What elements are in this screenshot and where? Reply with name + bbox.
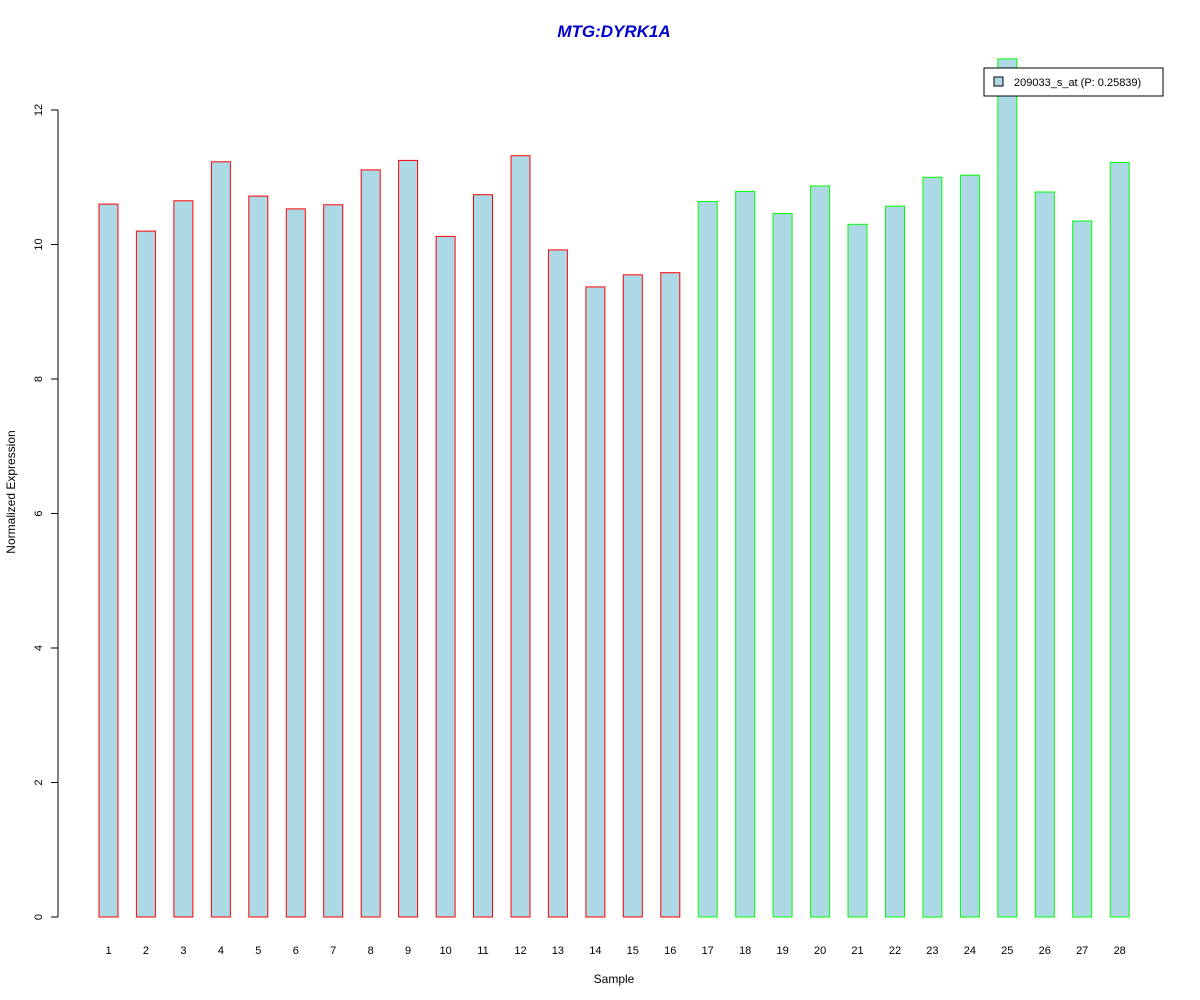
x-tick-label: 13: [552, 945, 564, 957]
bar-sample-5: [248, 195, 269, 918]
bar-sample-11: [473, 194, 493, 918]
y-tick-label: 10: [33, 238, 45, 250]
bar-sample-9: [398, 159, 419, 918]
x-tick-label: 14: [589, 945, 601, 957]
legend-box: [983, 67, 1164, 97]
x-axis-label: Sample: [594, 972, 635, 986]
x-tick-label: 1: [105, 945, 111, 957]
bar-sample-27: [1072, 220, 1093, 918]
bar-sample-4: [210, 161, 231, 918]
x-tick-label: 16: [664, 945, 676, 957]
bar-sample-2: [135, 230, 156, 918]
x-tick-label: 15: [627, 945, 639, 957]
bar-sample-20: [810, 185, 831, 918]
x-tick-label: 28: [1114, 945, 1126, 957]
bar-sample-8: [360, 169, 381, 918]
bar-sample-12: [510, 155, 531, 918]
bar-sample-26: [1034, 191, 1055, 918]
bar-sample-3: [173, 200, 194, 918]
legend: 209033_s_at (P: 0.25839): [983, 67, 1164, 97]
x-tick-label: 19: [776, 945, 788, 957]
bar-sample-10: [435, 235, 456, 918]
bar-sample-1: [98, 203, 119, 918]
x-tick-label: 3: [180, 945, 186, 957]
bar-sample-25: [997, 58, 1018, 918]
x-tick-label: 18: [739, 945, 751, 957]
x-tick-label: 11: [477, 945, 488, 957]
bar-sample-16: [660, 272, 681, 918]
bar-sample-21: [847, 223, 868, 918]
bar-sample-7: [323, 204, 344, 918]
bar-sample-28: [1109, 162, 1130, 918]
x-tick-label: 4: [218, 945, 224, 957]
bar-sample-18: [735, 190, 756, 918]
x-tick-label: 17: [702, 945, 714, 957]
x-tick-label: 9: [405, 945, 411, 957]
x-tick-label: 22: [889, 945, 901, 957]
y-tick-label: 6: [33, 510, 45, 516]
x-tick-label: 27: [1076, 945, 1088, 957]
y-tick-label: 2: [33, 779, 45, 785]
x-tick-label: 2: [143, 945, 149, 957]
y-tick-label: 12: [33, 104, 45, 116]
x-tick-label: 24: [964, 945, 976, 957]
legend-entry: 209033_s_at (P: 0.25839): [1014, 77, 1141, 89]
x-tick-label: 10: [439, 945, 451, 957]
chart-title: MTG:DYRK1A: [557, 22, 670, 41]
bar-sample-6: [285, 208, 306, 918]
y-tick-label: 0: [33, 914, 45, 920]
y-tick-label: 4: [33, 645, 45, 651]
x-tick-label: 12: [514, 945, 526, 957]
y-axis-label: Normalized Expression: [4, 430, 18, 553]
x-tick-label: 7: [330, 945, 336, 957]
bar-sample-14: [585, 286, 606, 918]
bar-sample-19: [772, 213, 793, 918]
y-tick-label: 8: [33, 376, 45, 382]
bar-sample-24: [959, 174, 980, 918]
x-tick-label: 26: [1039, 945, 1051, 957]
bar-sample-17: [697, 201, 718, 918]
x-tick-label: 8: [368, 945, 374, 957]
bar-sample-15: [622, 274, 643, 918]
bar-sample-23: [922, 176, 943, 918]
x-tick-label: 25: [1001, 945, 1013, 957]
x-tick-label: 6: [293, 945, 299, 957]
bars: [98, 58, 1130, 918]
x-tick-label: 21: [851, 945, 863, 957]
x-tick-labels: 1 2 3 4 5 6 7 8 9 10 11 12 13 14 15 16 17 18 19 20 21 22 23 24 2…: [105, 945, 1125, 957]
bar-sample-13: [547, 249, 568, 918]
x-tick-label: 5: [255, 945, 261, 957]
x-tick-label: 23: [926, 945, 938, 957]
bar-sample-22: [885, 205, 905, 918]
x-tick-label: 20: [814, 945, 826, 957]
legend-swatch: [993, 76, 1004, 87]
y-axis: 0 2 4 6 8 10 12: [33, 104, 59, 920]
